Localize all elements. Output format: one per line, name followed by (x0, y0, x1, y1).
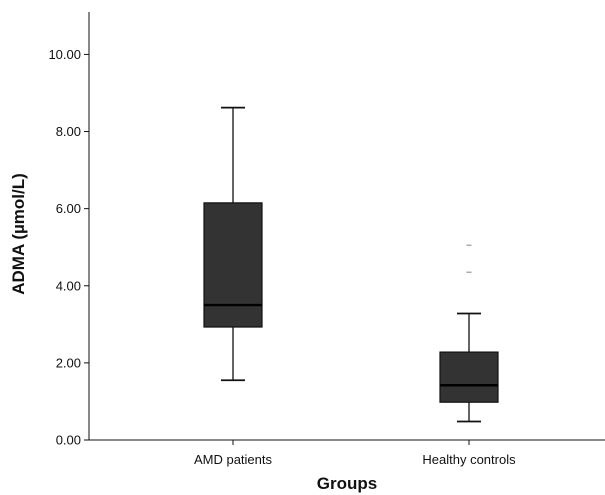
box-1 (203, 106, 263, 382)
axes (88, 12, 605, 441)
box-2 (439, 244, 499, 423)
y-tick-label: 8.00 (56, 124, 81, 139)
y-tick-label: 10.00 (48, 47, 81, 62)
x-tick-label: Healthy controls (422, 452, 516, 467)
y-tick-label: 6.00 (56, 201, 81, 216)
boxes (203, 106, 499, 423)
x-tick-label: AMD patients (194, 452, 273, 467)
y-tick-label: 4.00 (56, 278, 81, 293)
y-tick-label: 0.00 (56, 433, 81, 448)
iqr-box (439, 351, 499, 403)
y-ticks: 0.00 2.00 4.00 6.00 8.00 10.00 (48, 47, 89, 448)
x-axis-title: Groups (317, 474, 377, 493)
iqr-box (203, 202, 263, 328)
y-tick-label: 2.00 (56, 355, 81, 370)
y-axis-title: ADMA (µmol/L) (9, 173, 28, 295)
x-ticks: AMD patients Healthy controls (194, 440, 516, 467)
